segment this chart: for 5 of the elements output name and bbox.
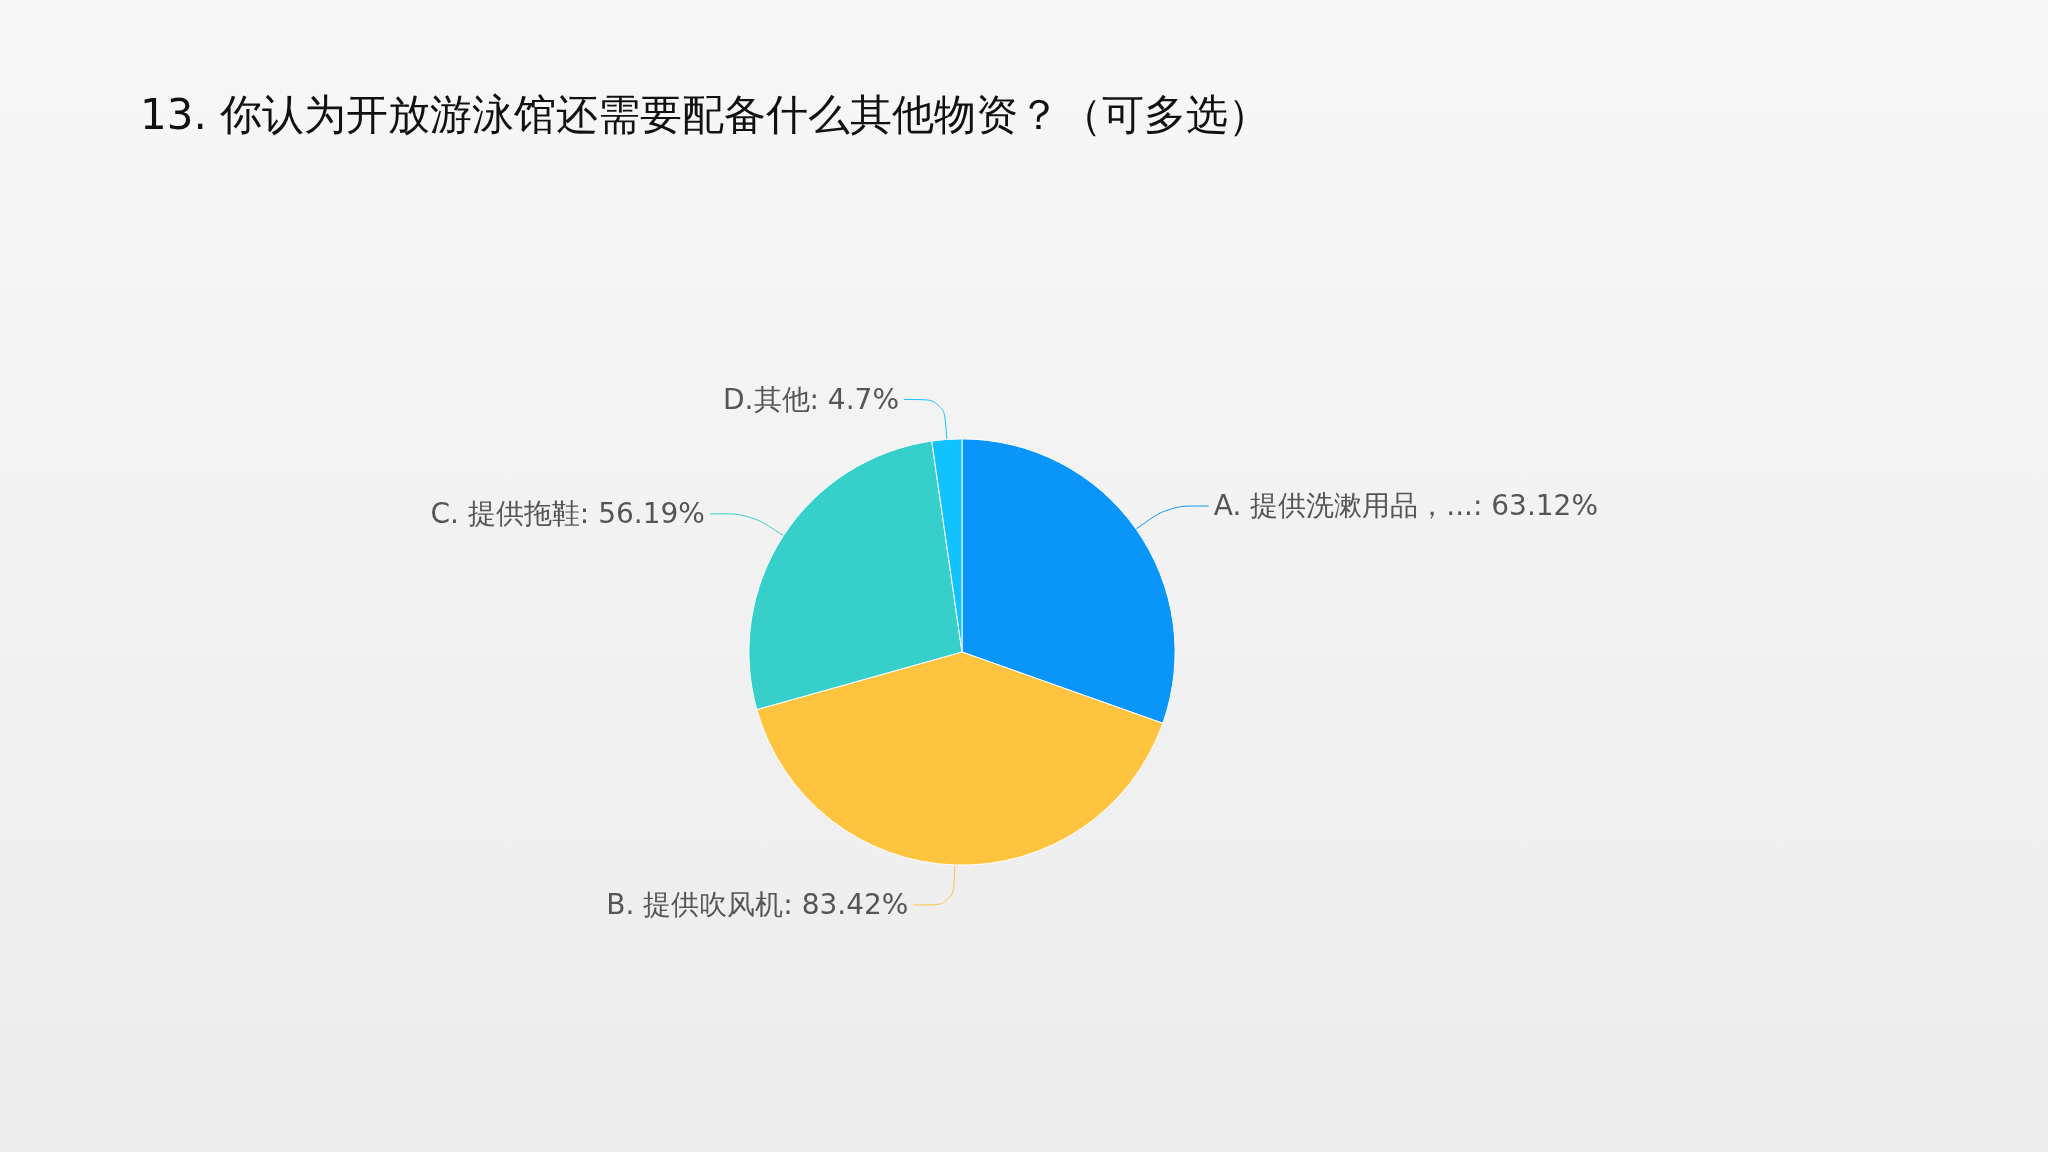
slice-label: C. 提供拖鞋: 56.19%: [430, 497, 705, 531]
chart-title: 13. 你认为开放游泳馆还需要配备什么其他物资？（可多选）: [140, 89, 1271, 139]
slice-label: B. 提供吹风机: 83.42%: [606, 888, 909, 922]
slice-label: A. 提供洗漱用品，...: 63.12%: [1213, 489, 1599, 523]
slice-label: D.其他: 4.7%: [723, 383, 899, 417]
